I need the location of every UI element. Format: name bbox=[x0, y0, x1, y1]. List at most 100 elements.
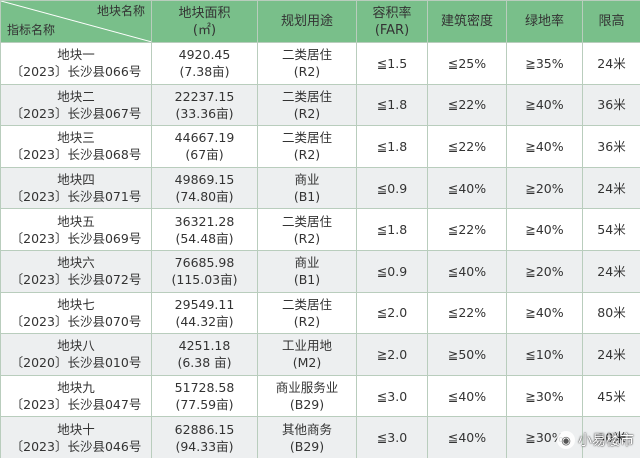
far-cell: ≦3.0 bbox=[356, 374, 428, 418]
far-value: ≦1.8 bbox=[376, 222, 408, 238]
parcel-code: 〔2023〕长沙县069号 bbox=[10, 230, 142, 246]
density-cell: ≦40% bbox=[427, 416, 507, 458]
far-header-unit: (FAR) bbox=[374, 22, 410, 38]
use-code: (R2) bbox=[293, 313, 321, 329]
parcel-cell: 地块一 〔2023〕长沙县066号 bbox=[0, 42, 152, 85]
parcel-code: 〔2023〕长沙县047号 bbox=[10, 397, 142, 413]
green-ratio-value: ≧40% bbox=[525, 138, 564, 154]
green-ratio-cell: ≧40% bbox=[506, 83, 583, 127]
area-value: 44667.19 bbox=[174, 130, 235, 146]
area-cell: 44667.19 (67亩) bbox=[151, 125, 258, 168]
far-value: ≦3.0 bbox=[376, 430, 408, 446]
height-limit-cell: 36米 bbox=[582, 83, 640, 127]
height-limit-cell: 54米 bbox=[582, 208, 640, 251]
green-ratio-header: 绿地率 bbox=[506, 0, 583, 43]
height-limit-value: 80米 bbox=[597, 305, 626, 321]
height-limit-header: 限高 bbox=[582, 0, 640, 43]
height-limit-value: 24米 bbox=[597, 263, 626, 279]
area-mu: (44.32亩) bbox=[175, 313, 234, 329]
far-cell: ≦0.9 bbox=[356, 249, 428, 293]
parcel-cell: 地块九 〔2023〕长沙县047号 bbox=[0, 374, 152, 418]
density-cell: ≦22% bbox=[427, 291, 507, 335]
parcel-name: 地块四 bbox=[57, 172, 95, 188]
parcel-code: 〔2023〕长沙县071号 bbox=[10, 189, 142, 205]
area-value: 29549.11 bbox=[174, 296, 235, 312]
density-value: ≦40% bbox=[447, 180, 487, 196]
green-ratio-value: ≧30% bbox=[525, 388, 564, 404]
use-cell: 二类居住 (R2) bbox=[257, 208, 357, 251]
far-value: ≦2.0 bbox=[376, 305, 408, 321]
indicator-name-header: 指标名称 bbox=[7, 23, 56, 37]
watermark: ◉ 小易楼市 bbox=[557, 430, 634, 450]
table-row: 地块六 〔2023〕长沙县072号 76685.98 (115.03亩) 商业 (B1) ≦… bbox=[0, 249, 640, 293]
density-cell: ≦40% bbox=[427, 166, 507, 210]
use-code: (B1) bbox=[293, 272, 321, 288]
use-cell: 工业用地 (M2) bbox=[257, 333, 357, 376]
green-ratio-value: ≧20% bbox=[525, 180, 564, 196]
area-mu: (94.33亩) bbox=[175, 438, 234, 454]
green-ratio-value: ≦10% bbox=[525, 346, 564, 362]
area-mu: (74.80亩) bbox=[175, 189, 234, 205]
parcel-cell: 地块二 〔2023〕长沙县067号 bbox=[0, 83, 152, 127]
parcel-cell: 地块五 〔2023〕长沙县069号 bbox=[0, 208, 152, 251]
table-row: 地块七 〔2023〕长沙县070号 29549.11 (44.32亩) 二类居住 (R2)… bbox=[0, 291, 640, 335]
table-row: 地块五 〔2023〕长沙县069号 36321.28 (54.48亩) 二类居住 (R2)… bbox=[0, 208, 640, 251]
green-ratio-value: ≧30% bbox=[525, 430, 564, 446]
area-mu: (7.38亩) bbox=[179, 64, 230, 80]
area-cell: 49869.15 (74.80亩) bbox=[151, 166, 258, 210]
parcel-cell: 地块七 〔2023〕长沙县070号 bbox=[0, 291, 152, 335]
density-cell: ≦22% bbox=[427, 208, 507, 251]
density-value: ≦22% bbox=[447, 97, 487, 113]
green-ratio-value: ≧40% bbox=[525, 305, 564, 321]
green-ratio-cell: ≦10% bbox=[506, 333, 583, 376]
height-limit-value: 54米 bbox=[597, 222, 626, 238]
density-cell: ≦22% bbox=[427, 125, 507, 168]
height-limit-cell: 36米 bbox=[582, 125, 640, 168]
area-mu: (115.03亩) bbox=[171, 272, 238, 288]
density-value: ≦40% bbox=[447, 388, 487, 404]
green-ratio-value: ≧40% bbox=[525, 97, 564, 113]
area-value: 76685.98 bbox=[174, 255, 235, 271]
green-ratio-cell: ≧35% bbox=[506, 42, 583, 85]
use-code: (R2) bbox=[293, 105, 321, 121]
area-value: 51728.58 bbox=[174, 380, 235, 396]
green-ratio-cell: ≧20% bbox=[506, 166, 583, 210]
use-cell: 二类居住 (R2) bbox=[257, 42, 357, 85]
height-limit-value: 24米 bbox=[597, 55, 626, 71]
far-value: ≦0.9 bbox=[376, 263, 408, 279]
table-row: 地块一 〔2023〕长沙县066号 4920.45 (7.38亩) 二类居住 (R2) ≦1… bbox=[0, 42, 640, 85]
use-cell: 二类居住 (R2) bbox=[257, 291, 357, 335]
use-cell: 二类居住 (R2) bbox=[257, 125, 357, 168]
density-cell: ≦40% bbox=[427, 374, 507, 418]
density-value: ≦40% bbox=[447, 430, 487, 446]
area-cell: 36321.28 (54.48亩) bbox=[151, 208, 258, 251]
table-header-row: 地块名称 指标名称 地块面积 (㎡) 规划用途 容积率 (FAR) 建筑密度 绿… bbox=[0, 0, 640, 43]
far-value: ≧2.0 bbox=[376, 346, 408, 362]
use-code: (R2) bbox=[293, 147, 321, 163]
density-cell: ≦22% bbox=[427, 83, 507, 127]
height-limit-cell: 24米 bbox=[582, 42, 640, 85]
area-mu: (33.36亩) bbox=[175, 105, 234, 121]
far-value: ≦1.5 bbox=[376, 55, 408, 71]
use-value: 二类居住 bbox=[281, 296, 332, 312]
area-cell: 22237.15 (33.36亩) bbox=[151, 83, 258, 127]
use-value: 二类居住 bbox=[281, 213, 332, 229]
height-limit-cell: 24米 bbox=[582, 166, 640, 210]
area-value: 4251.18 bbox=[178, 338, 231, 354]
parcel-code: 〔2020〕长沙县010号 bbox=[10, 355, 142, 371]
far-cell: ≦0.9 bbox=[356, 166, 428, 210]
watermark-text: 小易楼市 bbox=[578, 433, 634, 449]
use-value: 工业用地 bbox=[281, 338, 332, 354]
density-value: ≦22% bbox=[447, 222, 487, 238]
use-code: (R2) bbox=[293, 64, 321, 80]
density-cell: ≦40% bbox=[427, 249, 507, 293]
parcel-name: 地块七 bbox=[57, 296, 95, 312]
use-cell: 二类居住 (R2) bbox=[257, 83, 357, 127]
green-ratio-cell: ≧30% bbox=[506, 416, 583, 458]
green-ratio-cell: ≧20% bbox=[506, 249, 583, 293]
density-value: ≦22% bbox=[447, 138, 487, 154]
use-code: (B29) bbox=[289, 438, 325, 454]
density-value: ≧50% bbox=[447, 346, 487, 362]
use-value: 二类居住 bbox=[281, 47, 332, 63]
